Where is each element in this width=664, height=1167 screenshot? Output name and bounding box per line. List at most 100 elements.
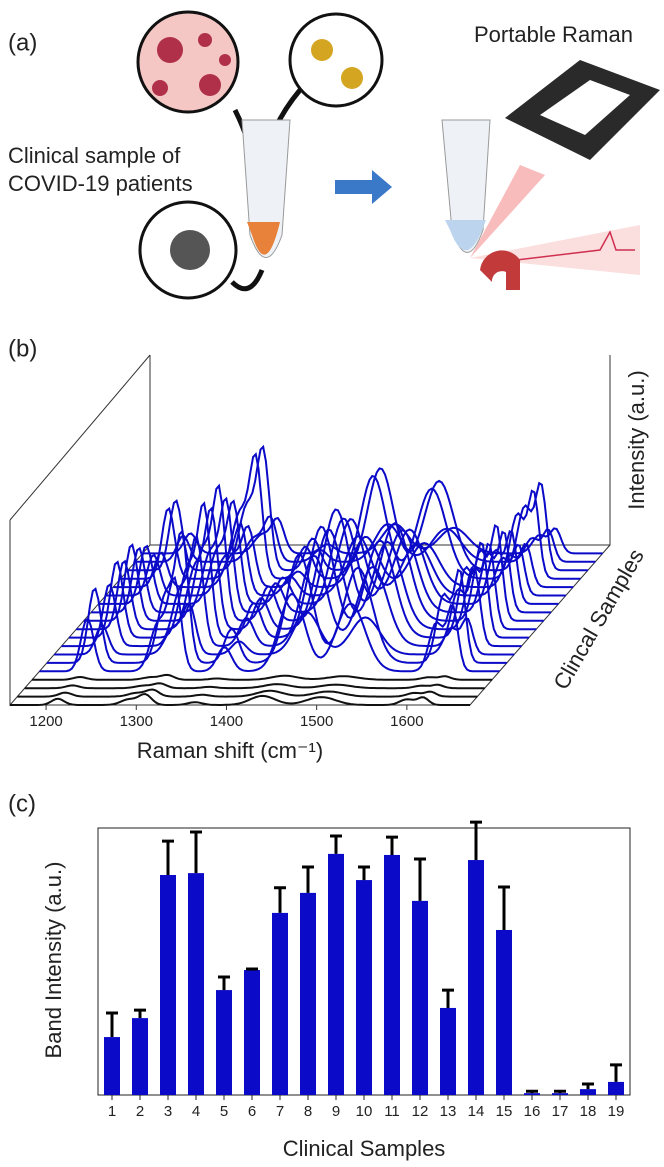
panel-label: (b) [8, 335, 37, 362]
x-tick-label: 2 [136, 1103, 144, 1120]
error-bar [274, 886, 286, 913]
x-tick-label: 12 [412, 1103, 429, 1120]
back-plane [149, 355, 611, 546]
error-bar [414, 857, 426, 901]
spectrum [54, 602, 515, 656]
raman-screen [540, 80, 630, 135]
bar [384, 854, 400, 1095]
x-tick-label: 14 [468, 1103, 485, 1120]
panel-a: (a) Clinical sample of COVID-19 patients… [8, 10, 660, 300]
bar [132, 1018, 148, 1095]
error-bar [582, 1082, 594, 1090]
bar [328, 853, 344, 1095]
panel-label: (c) [8, 790, 36, 817]
bar [468, 860, 484, 1095]
x-tick-label: 1200 [29, 713, 62, 730]
magnetic-bead [170, 230, 210, 270]
bar [440, 1007, 456, 1095]
bar [244, 970, 260, 1095]
x-tick-label: 1600 [390, 713, 423, 730]
y-axis-label: Intensity (a.u.) [624, 370, 649, 509]
panel-label: (a) [8, 29, 37, 56]
tube-sample [247, 222, 280, 255]
magnet [480, 250, 520, 290]
laser [470, 225, 640, 275]
error-bar [554, 1089, 566, 1094]
x-axis-label: Raman shift (cm⁻¹) [137, 738, 323, 763]
bar [524, 1093, 540, 1095]
error-bar [134, 1008, 146, 1019]
sample-text: Clinical sample of [8, 143, 181, 168]
error-bar [442, 988, 454, 1008]
spectrum [24, 682, 485, 690]
x-tick-label: 8 [304, 1103, 312, 1120]
spectrum [142, 516, 603, 555]
error-bar [218, 975, 230, 991]
error-bar [358, 865, 370, 881]
tube-sample [445, 220, 486, 251]
bar [216, 990, 232, 1095]
laser [470, 165, 545, 258]
x-tick-label: 5 [220, 1103, 228, 1120]
spectrum [83, 483, 544, 622]
spectra: 1200 1300 1400 1500 1600 [10, 444, 603, 730]
bar [552, 1093, 568, 1095]
bar [356, 880, 372, 1095]
x-tick-label: 13 [440, 1103, 457, 1120]
bars: 1 2 3 4 5 6 7 8 9 10 11 12 13 14 15 16 17 18 19 [104, 820, 625, 1120]
x-tick-label: 3 [164, 1103, 172, 1120]
bar [300, 892, 316, 1095]
spectrum [17, 688, 478, 698]
sers-tag-circle [288, 12, 384, 108]
error-bar [190, 830, 202, 874]
bar [160, 874, 176, 1095]
spectrum [10, 692, 470, 706]
x-tick-label: 4 [192, 1103, 200, 1120]
x-tick-label: 1 [108, 1103, 116, 1120]
x-tick-label: 10 [356, 1103, 373, 1120]
bar [104, 1037, 120, 1095]
x-tick-label: 19 [608, 1103, 625, 1120]
error-bar [498, 885, 510, 930]
x-tick-label: 11 [384, 1103, 400, 1120]
sers-tag [341, 67, 363, 89]
side-plane [9, 354, 151, 707]
bar [412, 900, 428, 1095]
bar [272, 912, 288, 1095]
device-text: Portable Raman [474, 22, 633, 47]
spectrum [32, 673, 493, 681]
x-tick-label: 1300 [120, 713, 153, 730]
error-bar [526, 1089, 538, 1094]
panel-b-frame [9, 354, 611, 707]
y-axis-label: Band Intensity (a.u.) [41, 862, 66, 1059]
x-tick-label: 9 [332, 1103, 340, 1120]
virus-icons [152, 33, 231, 96]
bar [188, 873, 204, 1095]
x-tick-label: 1400 [210, 713, 243, 730]
error-bar [470, 820, 482, 861]
error-bar [246, 967, 258, 971]
bar [608, 1081, 624, 1095]
x-tick-label: 6 [248, 1103, 256, 1120]
spectrum [91, 496, 552, 614]
sers-tag [311, 39, 333, 61]
error-bar [302, 865, 314, 893]
spectrum [39, 575, 500, 673]
x-tick-label: 15 [496, 1103, 513, 1120]
x-axis-label: Clinical Samples [283, 1136, 446, 1161]
sample-text: COVID-19 patients [8, 171, 193, 196]
spectrum [68, 501, 529, 639]
x-tick-label: 1500 [300, 713, 333, 730]
spectrum [76, 506, 537, 631]
x-tick-label: 18 [580, 1103, 597, 1120]
error-bar [162, 839, 174, 875]
bar [580, 1089, 596, 1095]
error-bar [386, 835, 398, 855]
z-axis-label: Clincal Samples [548, 545, 649, 694]
error-bar [610, 1063, 622, 1082]
x-tick-label: 16 [524, 1103, 541, 1120]
x-tick-label: 7 [276, 1103, 284, 1120]
error-bar [106, 1011, 118, 1038]
error-bar [330, 834, 342, 854]
x-tick-label: 17 [552, 1103, 569, 1120]
